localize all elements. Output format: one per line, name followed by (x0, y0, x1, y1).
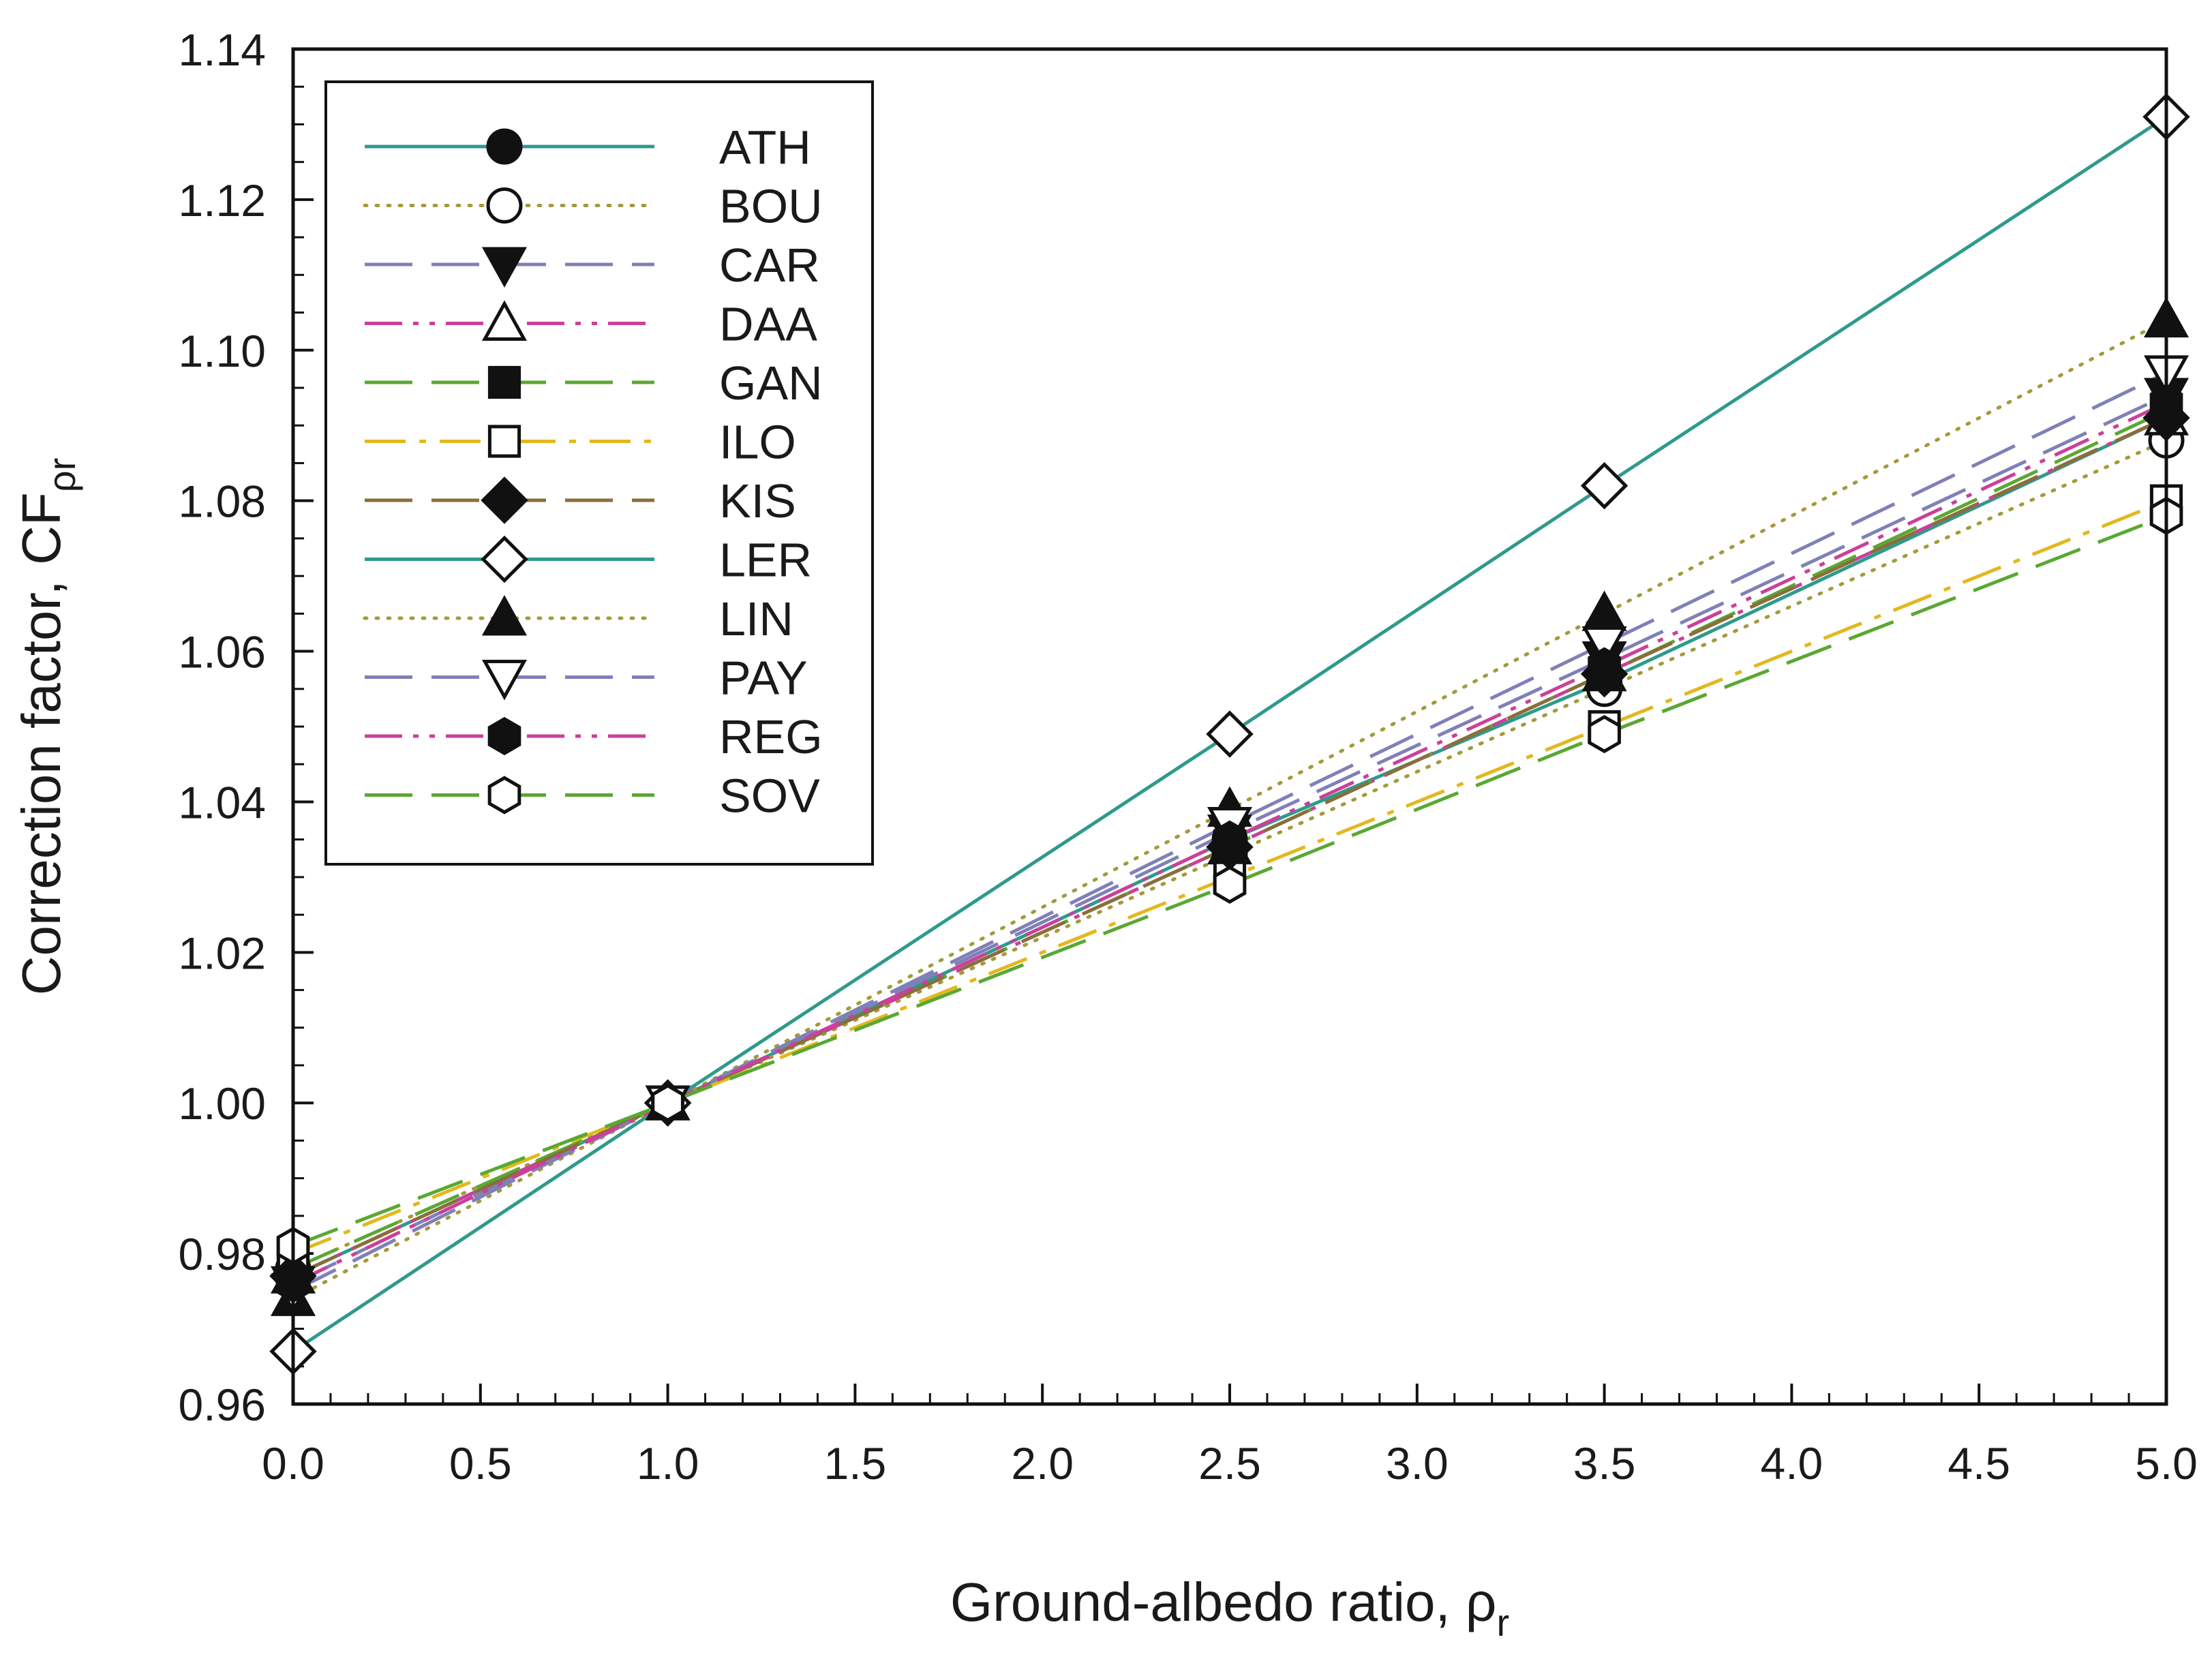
legend-label-bou: BOU (719, 180, 823, 233)
x-tick-label: 3.5 (1573, 1438, 1636, 1489)
legend-marker-sov (487, 776, 521, 814)
legend-label-gan: GAN (719, 356, 823, 410)
x-tick-label: 0.0 (262, 1438, 324, 1489)
x-tick-label: 0.5 (449, 1438, 512, 1489)
x-tick-label: 4.5 (1948, 1438, 2010, 1489)
legend-label-ler: LER (719, 534, 812, 587)
plot-frame (291, 47, 2168, 1406)
y-tick-label: 0.98 (179, 1229, 266, 1279)
legend-label-sov: SOV (719, 769, 820, 823)
legend-marker-ath (486, 128, 523, 165)
point-ler (1206, 710, 1254, 758)
legend-entry-ath: ATH (365, 121, 811, 174)
x-axis-title-text: Ground-albedo ratio, ρ (950, 1572, 1497, 1632)
legend-marker-ler (481, 535, 528, 583)
point-reg (1213, 820, 1247, 859)
legend-entry-pay: PAY (365, 652, 808, 705)
point-reg (1588, 647, 1621, 686)
x-tick-label: 3.0 (1386, 1438, 1449, 1489)
legend-marker-reg (487, 716, 521, 756)
y-tick-label: 1.12 (179, 175, 266, 226)
legend-label-pay: PAY (719, 652, 808, 705)
y-axis-title: Correction factor, CFρr (11, 458, 83, 996)
legend-marker-pay (481, 659, 528, 701)
legend-label-reg: REG (719, 710, 823, 763)
y-axis-title-text: Correction factor, CF (11, 492, 72, 995)
legend-label-ilo: ILO (719, 416, 796, 469)
legend-marker-bou (486, 187, 523, 224)
legend-marker-kis (481, 476, 528, 524)
y-tick-label: 1.08 (179, 476, 266, 527)
point-ler (1580, 461, 1628, 510)
series-line-reg (292, 401, 2168, 1285)
legend-marker-car (481, 247, 528, 288)
point-pay (1581, 626, 1627, 667)
legend-entry-ilo: ILO (365, 416, 796, 469)
legend-label-lin: LIN (719, 592, 793, 645)
y-tick-label: 1.10 (179, 326, 266, 376)
y-tick-label: 1.14 (179, 25, 266, 75)
legend-entry-car: CAR (365, 239, 820, 292)
legend-marker-gan (487, 365, 521, 399)
x-tick-label: 5.0 (2135, 1438, 2198, 1489)
x-tick-labels: 0.0 0.5 1.0 1.5 2.0 2.5 3.0 3.5 4.0 4.5 5.0 (262, 1438, 2198, 1489)
legend-label-ath: ATH (719, 121, 811, 174)
x-axis-title-subscript: r (1496, 1601, 1509, 1644)
y-tick-label: 1.06 (179, 627, 266, 677)
y-tick-label: 1.02 (179, 928, 266, 978)
y-axis-title-group: Correction factor, CFρr (11, 458, 83, 996)
y-tick-label: 1.00 (179, 1078, 266, 1129)
x-axis-title: Ground-albedo ratio, ρr (950, 1572, 1509, 1644)
legend-label-kis: KIS (719, 474, 796, 528)
x-tick-label: 1.0 (637, 1438, 699, 1489)
legend-entry-kis: KIS (365, 474, 796, 528)
x-tick-label: 2.5 (1198, 1438, 1261, 1489)
legend-marker-lin (481, 595, 528, 636)
legend-entry-sov: SOV (365, 769, 820, 823)
legend-entry-reg: REG (365, 710, 823, 763)
point-sov (1588, 714, 1621, 754)
y-axis-title-subscript: ρr (40, 458, 83, 493)
legend-entry-bou: BOU (363, 180, 823, 233)
legend-entry-daa: DAA (365, 298, 817, 351)
point-sov (651, 1084, 684, 1123)
legend-marker-ilo (487, 425, 521, 458)
y-tick-label: 1.04 (179, 777, 266, 827)
x-tick-label: 1.5 (824, 1438, 887, 1489)
x-tick-label: 4.0 (1761, 1438, 1823, 1489)
legend-marker-daa (481, 300, 528, 341)
legend-label-daa: DAA (719, 298, 817, 351)
point-sov (1213, 865, 1247, 904)
x-tick-label: 2.0 (1011, 1438, 1074, 1489)
legend-box (324, 80, 874, 866)
y-tick-labels: 0.96 0.98 1.00 1.02 1.04 1.06 1.08 1.10 1.12 1.14 (179, 25, 266, 1430)
y-tick-label: 0.96 (179, 1380, 266, 1430)
legend-label-car: CAR (719, 239, 820, 292)
legend-entry-ler: LER (365, 534, 812, 587)
legend-entry-lin: LIN (363, 592, 793, 645)
legend-entry-gan: GAN (365, 356, 823, 410)
